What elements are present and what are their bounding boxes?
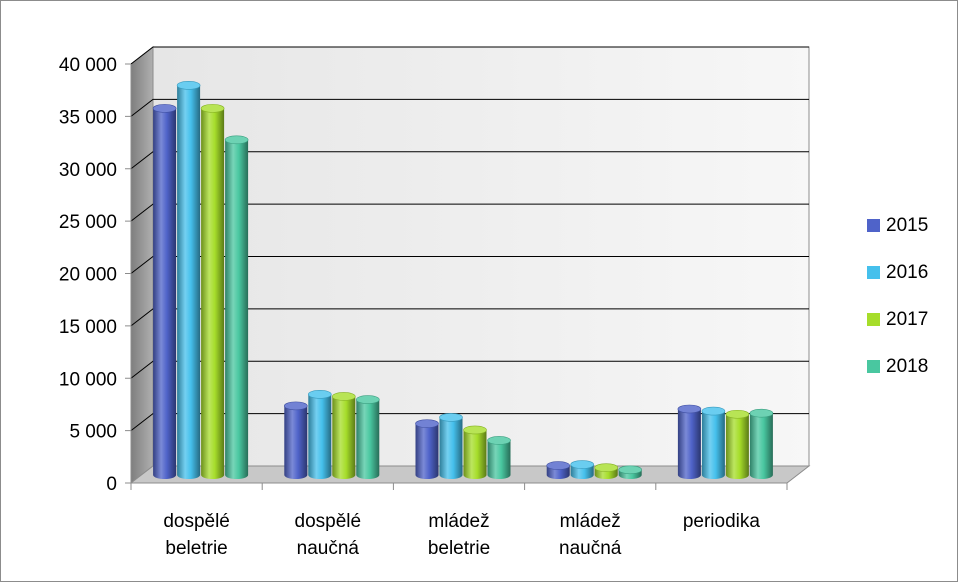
x-category-label: beletrie [428, 538, 490, 559]
bar-body [356, 399, 380, 479]
bar [200, 104, 225, 479]
y-tick-label: 10 000 [59, 369, 117, 390]
gridline [130, 413, 809, 432]
bar-body [487, 440, 511, 479]
legend-swatch [867, 266, 880, 279]
y-tick-label: 20 000 [59, 265, 117, 286]
gridline [130, 308, 809, 327]
bar-top [331, 392, 356, 401]
gridline [130, 151, 809, 170]
bar [331, 392, 356, 479]
gridlines [130, 46, 809, 432]
bar [283, 401, 308, 479]
legend-label: 2017 [886, 309, 928, 330]
legend-swatch [867, 313, 880, 326]
x-category-label: mládež [428, 511, 489, 532]
bar-top [307, 390, 332, 399]
y-axis: 0 5 000 10 000 15 000 20 000 25 000 30 000 35 0… [59, 55, 132, 495]
bar [749, 408, 774, 479]
bar-top [224, 135, 249, 145]
bar-top [570, 460, 595, 469]
gridline [130, 256, 809, 274]
x-category-label: naučná [297, 538, 360, 559]
bar-top [283, 401, 308, 411]
bar-body [439, 417, 463, 479]
bar [152, 104, 177, 479]
gridline [130, 360, 809, 379]
bar [570, 460, 595, 479]
bar-body [177, 85, 201, 479]
bar-top [677, 404, 702, 414]
bar-body [677, 409, 701, 479]
bar-body [308, 394, 332, 479]
bar [677, 404, 702, 479]
y-tick-label: 35 000 [59, 107, 117, 128]
bar [439, 413, 463, 479]
bar-body [225, 139, 249, 480]
bar-top [749, 408, 774, 418]
y-tick-label: 0 [106, 474, 117, 495]
bar-top [594, 463, 619, 472]
bar-body [725, 414, 749, 479]
bar-body [701, 411, 725, 479]
bar [701, 406, 726, 479]
bar-body [201, 108, 225, 479]
bar [415, 419, 439, 479]
bar [594, 463, 619, 479]
bar-top [701, 406, 726, 416]
gridline [130, 98, 809, 117]
bar [725, 409, 750, 479]
x-category-label: dospělé [163, 511, 230, 532]
bar-body [284, 405, 308, 479]
bar-top [618, 465, 643, 475]
x-category-label: periodika [683, 511, 761, 532]
bar [487, 436, 511, 479]
bar-top [200, 104, 225, 113]
bar [463, 425, 487, 479]
bar [546, 461, 571, 479]
bar [176, 81, 201, 479]
bar [224, 135, 249, 480]
bar [307, 390, 332, 479]
bar-body [463, 429, 487, 479]
x-category-label: dospělé [295, 511, 362, 532]
y-tick-label: 5 000 [69, 422, 117, 443]
bar-top [725, 409, 750, 419]
x-category-label: mládež [560, 511, 621, 532]
x-axis: dospělé beletrie dospělé naučná mládež beletr… [130, 482, 788, 559]
bar [618, 465, 643, 479]
legend-swatch [867, 360, 880, 373]
y-tick-label: 25 000 [59, 212, 117, 233]
bar-top [463, 425, 487, 435]
bar-body [749, 413, 773, 479]
bar-top [355, 395, 380, 404]
y-tick-label: 15 000 [59, 317, 117, 338]
x-category-label: naučná [559, 538, 622, 559]
gridline [130, 203, 809, 222]
bar-top [415, 419, 439, 428]
bar-body [415, 423, 439, 479]
gridline [130, 46, 809, 65]
bar-body [332, 396, 356, 479]
legend-label: 2016 [886, 262, 928, 283]
legend-swatch [867, 219, 880, 232]
legend: 2015 2016 2017 2018 [867, 215, 928, 377]
x-category-label: beletrie [165, 538, 227, 559]
legend-label: 2018 [886, 356, 928, 377]
bar-top [152, 104, 177, 113]
bars [152, 81, 774, 480]
legend-label: 2015 [886, 215, 928, 236]
bar-top [487, 436, 511, 445]
y-tick-label: 40 000 [59, 55, 117, 76]
bar [355, 395, 380, 479]
y-tick-label: 30 000 [59, 160, 117, 181]
bar-body [153, 108, 177, 479]
bar-top [546, 461, 571, 470]
bar-top [176, 81, 201, 90]
bar-top [439, 413, 463, 422]
